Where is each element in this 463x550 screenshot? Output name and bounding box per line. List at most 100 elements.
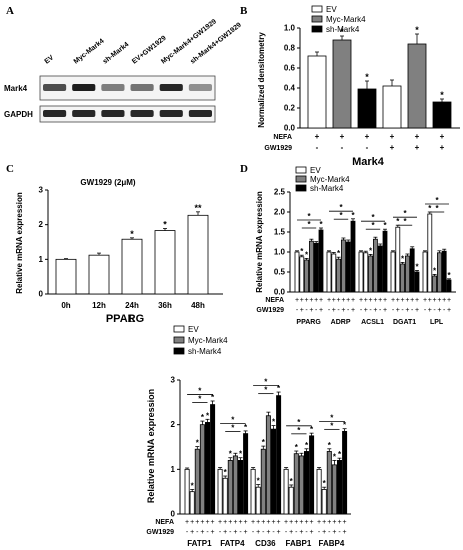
d-nefa-sign: +: [305, 297, 309, 304]
e-legend-label: sh-Mark4: [188, 347, 222, 356]
e-bar: [283, 468, 289, 515]
d-legend-label: EV: [310, 166, 321, 175]
d-row-label: GW1929: [256, 307, 284, 314]
b-bar: [432, 101, 452, 129]
e-significance-mark: *: [206, 411, 210, 420]
b-legend-label: Myc-Mark4: [326, 15, 366, 24]
e-significance-mark: *: [333, 452, 337, 461]
c-bar: [187, 214, 209, 295]
d-nefa-sign: +: [314, 297, 318, 304]
e-significance-mark: *: [239, 450, 243, 459]
b-y-tick-label: 0.0: [284, 124, 296, 133]
c-bar: [154, 230, 176, 295]
d-bar: [304, 259, 310, 293]
d-significance-mark: *: [383, 221, 387, 230]
e-bar: [194, 448, 200, 515]
e-gw1929-sign: +: [233, 529, 237, 536]
e-y-axis-title: Relative mRNA expression: [146, 389, 156, 503]
e-row-label: NEFA: [155, 519, 174, 526]
d-gw1929-sign: +: [415, 307, 419, 314]
b-y-tick-label: 0.2: [284, 104, 296, 113]
b-nefa-sign: +: [390, 132, 395, 141]
d-significance-mark: *: [447, 271, 451, 280]
e-gene-label: FATP4: [220, 539, 245, 548]
e-gw1929-sign: +: [256, 529, 260, 536]
e-bar: [303, 451, 309, 515]
c-significance-mark: **: [194, 203, 202, 213]
e-nefa-sign: +: [327, 519, 331, 526]
e-bar: [342, 430, 348, 515]
lane-label: Myc-Mark4: [73, 38, 106, 66]
d-significance-mark: *: [300, 247, 304, 256]
c-bar: [121, 238, 143, 295]
e-y-tick-label: 3: [171, 376, 176, 385]
d-bar: [350, 220, 356, 293]
e-nefa-sign: +: [211, 519, 215, 526]
e-nefa-sign: +: [266, 519, 270, 526]
d-bar: [432, 275, 438, 293]
b-y-tick-label: 0.6: [284, 64, 296, 73]
d-nefa-sign: +: [415, 297, 419, 304]
mark4-blot-frame: [39, 75, 216, 101]
e-comparison-mark: *: [330, 421, 334, 430]
c-x-tick-label: 12h: [92, 301, 106, 310]
d-gw1929-sign: -: [401, 307, 404, 314]
d-legend-swatch: [295, 184, 307, 192]
e-bar: [276, 395, 282, 515]
d-gw1929-sign: -: [443, 307, 446, 314]
e-gw1929-sign: -: [328, 529, 331, 536]
e-comparison-mark: *: [231, 416, 235, 425]
e-bar: [204, 422, 210, 515]
d-gene-label: PPARG: [296, 319, 321, 326]
mark4-band: [188, 84, 212, 91]
lane-label: EV: [44, 54, 56, 65]
e-y-tick-label: 1: [171, 465, 176, 474]
e-significance-mark: *: [295, 443, 299, 452]
e-gw1929-sign: -: [272, 529, 275, 536]
d-nefa-sign: +: [300, 297, 304, 304]
e-gw1929-sign: +: [322, 529, 326, 536]
e-legend-swatch: [173, 347, 185, 355]
d-significance-mark: *: [337, 249, 341, 258]
d-bar: [436, 252, 442, 293]
d-gw1929-sign: -: [296, 307, 299, 314]
e-gw1929-sign: +: [289, 529, 293, 536]
d-bar: [400, 263, 406, 293]
d-legend-label: sh-Mark4: [310, 184, 344, 193]
d-comparison-mark: *: [435, 204, 439, 213]
d-y-tick-label: 1.5: [274, 228, 286, 237]
e-bar: [270, 428, 276, 515]
d-bar: [441, 250, 447, 293]
d-comparison-mark: *: [339, 211, 343, 220]
d-nefa-sign: +: [319, 297, 323, 304]
e-legend-label: Myc-Mark4: [188, 336, 228, 345]
d-gw1929-sign: +: [364, 307, 368, 314]
c-y-tick-label: 0: [39, 290, 44, 299]
d-nefa-sign: +: [337, 297, 341, 304]
b-bar: [357, 88, 377, 129]
d-bar: [336, 258, 342, 293]
e-nefa-sign: +: [185, 519, 189, 526]
d-bar: [345, 241, 351, 293]
e-significance-mark: *: [257, 477, 261, 486]
e-nefa-sign: +: [310, 519, 314, 526]
d-gw1929-sign: -: [337, 307, 340, 314]
e-gene-label: FABP4: [319, 539, 345, 548]
e-nefa-sign: +: [223, 519, 227, 526]
d-nefa-sign: +: [383, 297, 387, 304]
d-gene-label: ACSL1: [361, 319, 384, 326]
e-comparison-mark: *: [330, 413, 334, 422]
mark4-band: [101, 84, 125, 91]
d-gw1929-sign: -: [379, 307, 382, 314]
b-legend-swatch: [311, 15, 323, 23]
d-nefa-sign: +: [437, 297, 441, 304]
gapdh-band: [43, 110, 67, 117]
e-nefa-sign: +: [322, 519, 326, 526]
e-nefa-sign: +: [244, 519, 248, 526]
e-significance-mark: *: [211, 393, 215, 402]
b-y-tick-label: 0.8: [284, 44, 296, 53]
d-significance-mark: *: [401, 254, 405, 263]
e-nefa-sign: +: [251, 519, 255, 526]
e-legend-label: EV: [188, 325, 199, 334]
e-gw1929-sign: +: [211, 529, 215, 536]
